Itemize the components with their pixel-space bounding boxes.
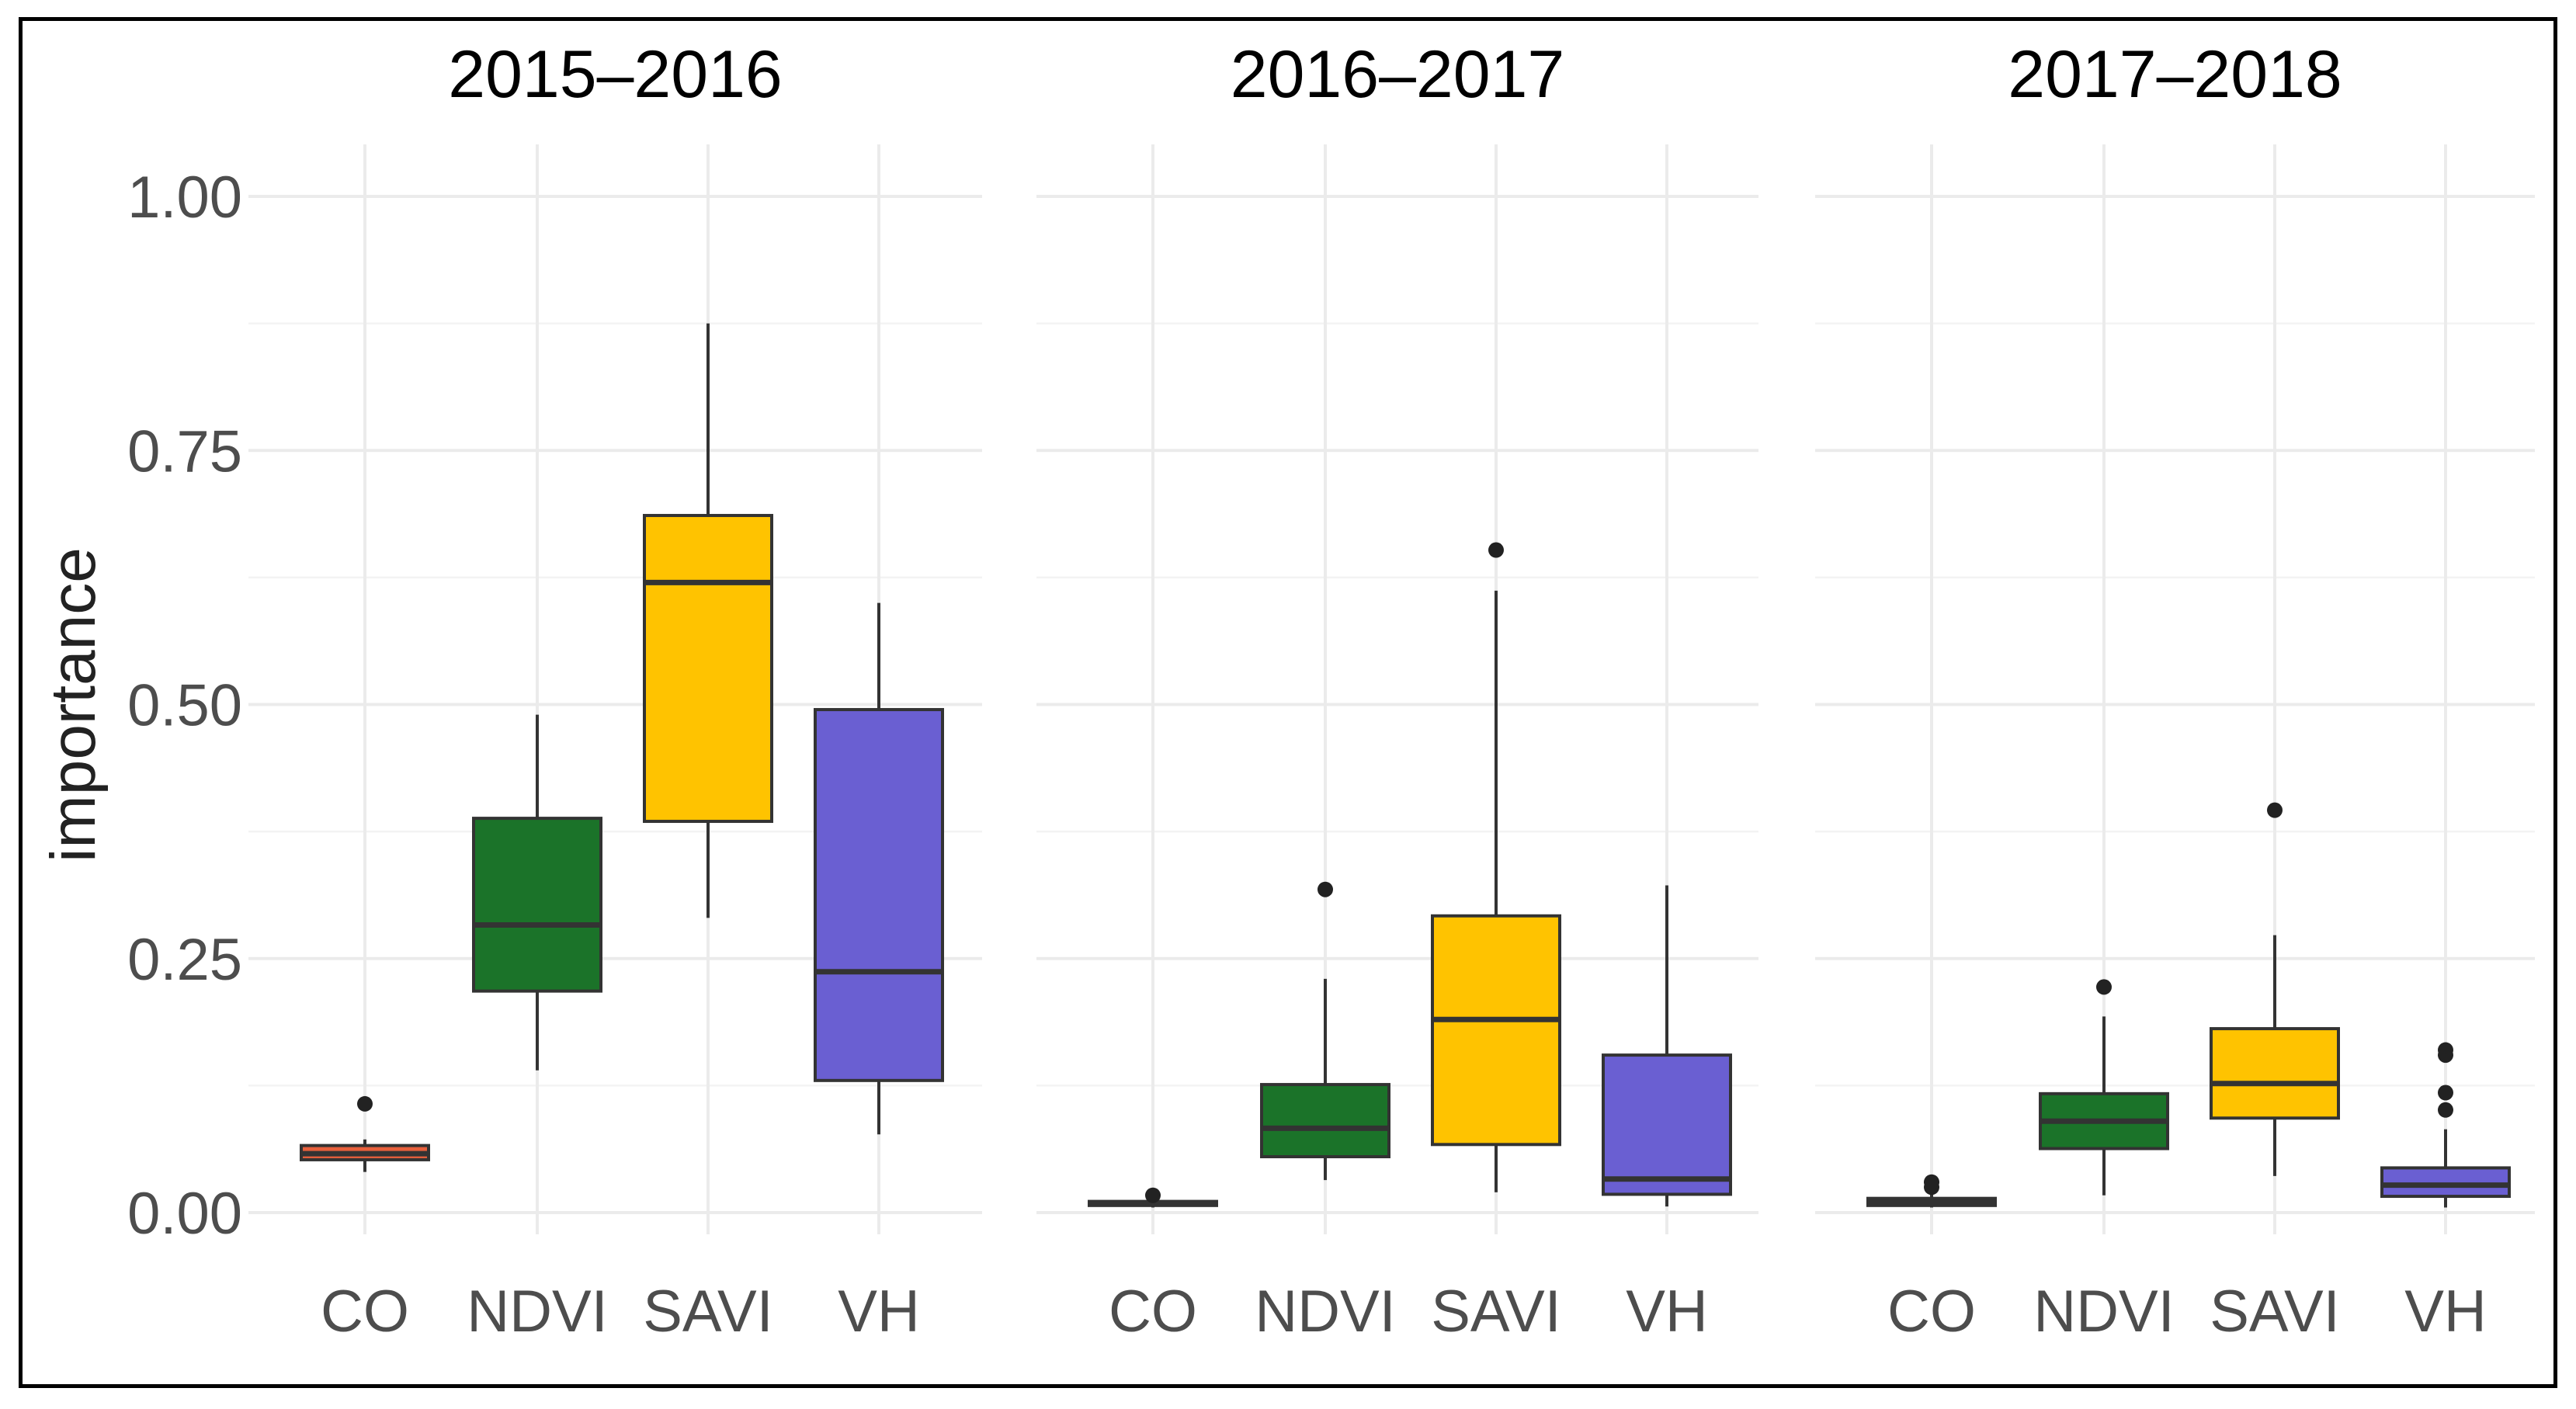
- y-tick-label: 0.50: [127, 673, 242, 739]
- chart-frame: [19, 17, 2557, 1388]
- x-tick-label: NDVI: [2033, 1279, 2175, 1345]
- x-tick-label: SAVI: [2210, 1279, 2340, 1345]
- grid-layer: [248, 144, 2535, 1234]
- axis-layer: importance 0.00 0.25 0.50 0.75 1.00 2015–2016…: [38, 37, 2487, 1345]
- x-tick-label: VH: [2404, 1279, 2487, 1345]
- box-vh-2: [1602, 885, 1732, 1207]
- y-axis-title: importance: [38, 547, 109, 862]
- x-tick-label: SAVI: [1431, 1279, 1561, 1345]
- outlier-point: [1924, 1174, 1939, 1190]
- x-tick-label: CO: [1109, 1279, 1197, 1345]
- x-tick-label: CO: [1887, 1279, 1976, 1345]
- y-tick-label: 0.25: [127, 927, 242, 993]
- box-co-2: [1088, 1187, 1218, 1208]
- box-body: [643, 514, 773, 824]
- panel-title: 2015–2016: [448, 37, 782, 112]
- box-ndvi-1: [472, 714, 602, 1071]
- x-tick-label: VH: [1626, 1279, 1708, 1345]
- x-tick-label: NDVI: [467, 1279, 608, 1345]
- box-body: [1431, 914, 1561, 1147]
- box-ndvi-2: [1260, 881, 1390, 1181]
- y-tick-label: 1.00: [127, 165, 242, 231]
- box-body: [2380, 1166, 2511, 1199]
- box-body: [814, 708, 944, 1082]
- outlier-point: [1318, 881, 1333, 897]
- outlier-point: [357, 1095, 373, 1112]
- y-tick-label: 0.00: [127, 1181, 242, 1247]
- x-tick-label: SAVI: [643, 1279, 773, 1345]
- x-tick-label: VH: [838, 1279, 920, 1345]
- panel-title: 2016–2017: [1231, 37, 1564, 112]
- box-body: [1602, 1053, 1732, 1196]
- box-body: [472, 817, 602, 993]
- box-savi-2: [1431, 542, 1561, 1192]
- outlier-point: [1145, 1187, 1161, 1203]
- box-savi-1: [643, 323, 773, 918]
- outlier-point: [2267, 802, 2283, 818]
- box-co-1: [300, 1095, 430, 1172]
- x-tick-label: NDVI: [1255, 1279, 1396, 1345]
- outlier-point: [2438, 1102, 2453, 1118]
- panel-title: 2017–2018: [2008, 37, 2342, 112]
- box-co-3: [1866, 1174, 1997, 1208]
- box-body: [1260, 1083, 1390, 1159]
- box-savi-3: [2210, 802, 2340, 1176]
- marks-layer: [300, 323, 2511, 1208]
- box-ndvi-3: [2039, 979, 2169, 1196]
- box-body: [2210, 1027, 2340, 1120]
- outlier-point: [2438, 1085, 2453, 1101]
- outlier-point: [1488, 542, 1504, 558]
- box-vh-3: [2380, 1042, 2511, 1208]
- outlier-point: [2438, 1042, 2453, 1058]
- y-tick-label: 0.75: [127, 418, 242, 484]
- box-vh-1: [814, 602, 944, 1135]
- x-tick-label: CO: [321, 1279, 409, 1345]
- outlier-point: [2096, 979, 2112, 995]
